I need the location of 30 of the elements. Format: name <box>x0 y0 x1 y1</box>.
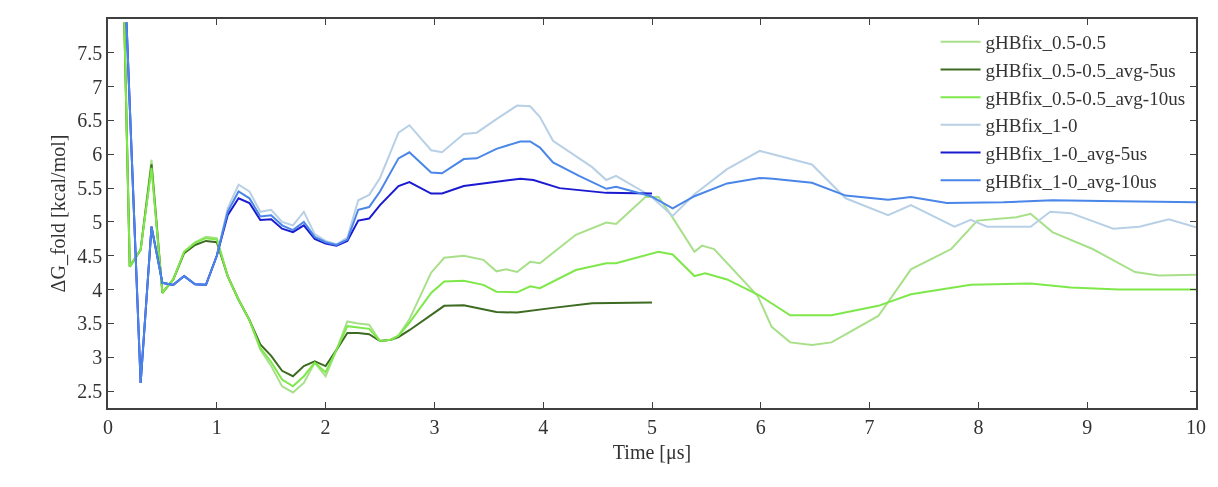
x-tick-label: 6 <box>755 415 766 438</box>
x-tick-label: 4 <box>538 415 549 438</box>
legend-label: gHBfix_0.5-0.5 <box>985 32 1106 54</box>
x-axis-title: Time [μs] <box>612 440 692 464</box>
x-tick-label: 9 <box>1082 415 1093 438</box>
legend-label: gHBfix_1-0_avg-5us <box>985 142 1148 164</box>
x-tick-label: 0 <box>103 415 113 438</box>
y-tick-label: 5.5 <box>77 177 103 200</box>
y-axis-title: ΔG_fold [kcal/mol] <box>47 134 70 293</box>
y-tick-label: 5 <box>92 210 103 233</box>
x-tick-label: 1 <box>211 415 222 438</box>
y-tick-label: 4 <box>92 278 103 301</box>
y-tick-label: 7 <box>92 75 103 98</box>
legend-label: gHBfix_1-0 <box>985 115 1078 137</box>
x-tick-label: 2 <box>320 415 331 438</box>
x-tick-label: 5 <box>647 415 657 438</box>
legend-label: gHBfix_0.5-0.5_avg-5us <box>985 59 1176 81</box>
y-tick-label: 2.5 <box>77 380 103 403</box>
y-tick-label: 7.5 <box>77 41 103 64</box>
y-tick-label: 6 <box>92 143 103 166</box>
legend-label: gHBfix_0.5-0.5_avg-10us <box>985 87 1186 109</box>
y-tick-label: 3.5 <box>77 312 103 335</box>
legend-label: gHBfix_1-0_avg-10us <box>985 170 1157 192</box>
y-tick-label: 4.5 <box>77 244 103 267</box>
x-tick-label: 10 <box>1186 415 1206 438</box>
x-tick-label: 7 <box>864 415 875 438</box>
x-tick-label: 8 <box>973 415 984 438</box>
x-tick-label: 3 <box>429 415 440 438</box>
y-tick-label: 3 <box>92 346 103 369</box>
y-tick-label: 6.5 <box>77 109 103 132</box>
